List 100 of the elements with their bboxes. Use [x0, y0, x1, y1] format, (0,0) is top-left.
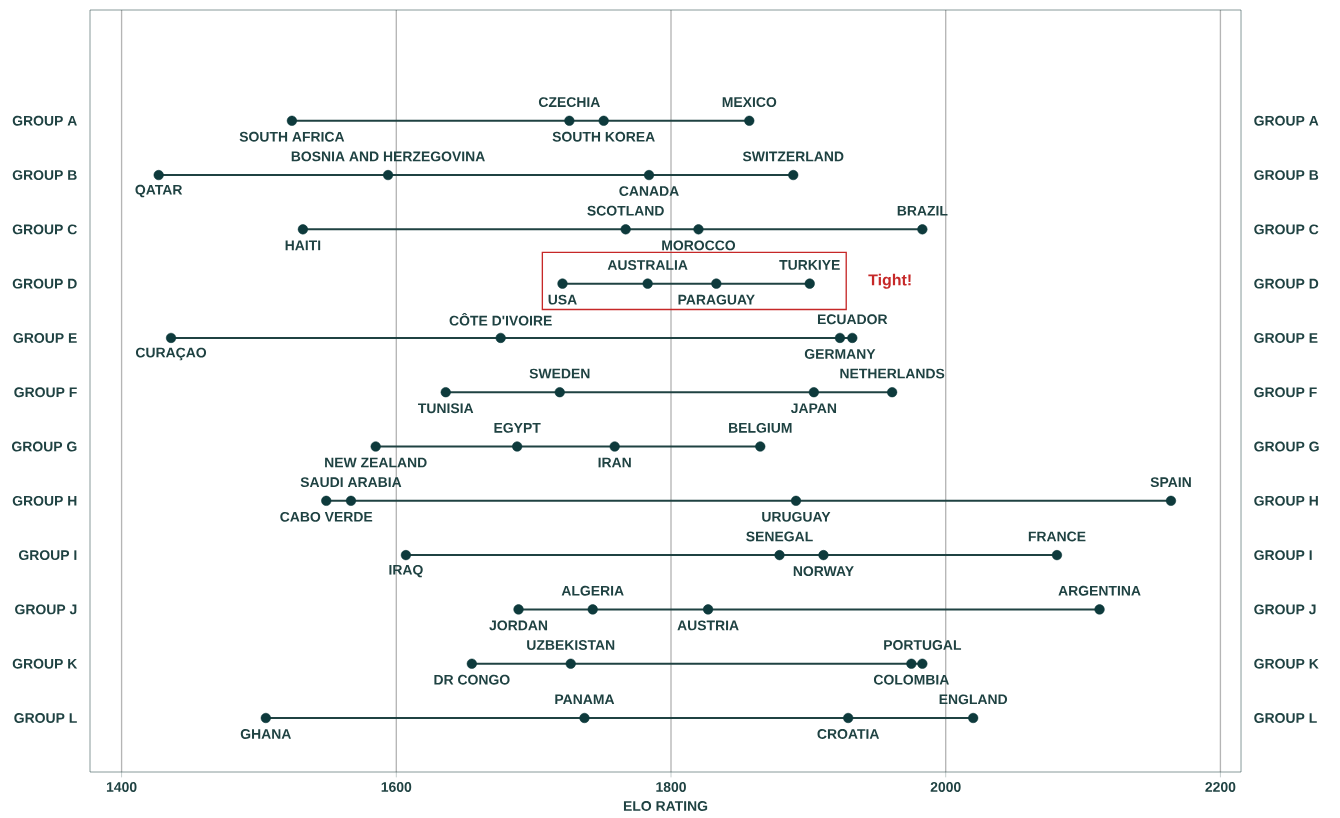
y-tick-label: GROUP A	[12, 115, 77, 126]
point	[297, 224, 308, 235]
x-tick-label: 2200	[1205, 782, 1236, 792]
data-label: SCOTLAND	[587, 205, 664, 216]
point	[440, 387, 451, 398]
x-axis-title: ELO RATING	[623, 801, 708, 811]
y2-tick-label: GROUP H	[1254, 495, 1318, 506]
data-label: BELGIUM	[729, 422, 792, 433]
data-label: CÔTE D'IVOIRE	[449, 312, 552, 326]
point	[382, 169, 394, 181]
point	[642, 278, 653, 289]
y-tick-label: GROUP D	[12, 278, 77, 289]
data-label: SENEGAL	[746, 531, 813, 542]
x-tick-label: 1800	[656, 782, 686, 792]
data-label: CZECHIA	[538, 97, 600, 108]
data-label: MOROCCO	[662, 240, 736, 251]
y2-tick-label: GROUP E	[1254, 333, 1318, 343]
data-label: CURAÇAO	[135, 347, 207, 361]
point	[843, 712, 854, 724]
data-label: CABO VERDE	[280, 511, 373, 522]
y-tick-label: GROUP F	[14, 387, 77, 398]
point	[887, 387, 898, 398]
y2-tick-label: GROUP C	[1254, 224, 1319, 235]
y-tick-label: GROUP G	[12, 441, 77, 452]
y-tick-label: GROUP I	[18, 550, 77, 561]
data-label: NORWAY	[793, 566, 854, 577]
data-label: PANAMA	[555, 694, 615, 705]
point	[847, 332, 858, 343]
point	[808, 387, 819, 398]
y-tick-label: GROUP L	[14, 713, 77, 723]
data-label: ECUADOR	[817, 314, 888, 325]
y-tick-label: GROUP K	[12, 658, 78, 669]
y2-tick-label: GROUP A	[1254, 115, 1319, 126]
data-label: GERMANY	[804, 349, 876, 359]
data-label: QATAR	[135, 184, 183, 198]
y2-tick-label: GROUP L	[1254, 713, 1317, 723]
point	[788, 169, 799, 181]
data-label: BRAZIL	[897, 205, 948, 216]
data-label: IRAN	[598, 457, 631, 468]
data-label: SWEDEN	[529, 368, 590, 379]
point	[153, 169, 164, 181]
point	[165, 332, 177, 343]
data-label: URUGUAY	[762, 511, 831, 522]
data-label: SAUDI ARABIA	[300, 477, 402, 488]
y-tick-label: GROUP E	[13, 333, 77, 343]
data-label: NEW ZEALAND	[325, 457, 427, 468]
data-label: ENGLAND	[939, 694, 1008, 705]
data-label: USA	[548, 294, 577, 305]
data-label: FRANCE	[1028, 531, 1086, 542]
x-tick-label: 1400	[106, 782, 137, 792]
point	[693, 224, 704, 235]
data-label: EGYPT	[494, 422, 541, 433]
x-tick-label: 1600	[381, 782, 412, 792]
data-label: UZBEKISTAN	[527, 640, 615, 650]
point	[968, 712, 979, 724]
x-tick-label: 2000	[930, 782, 961, 792]
point	[620, 224, 631, 235]
data-label: BOSNIA AND HERZEGOVINA	[291, 151, 485, 162]
y2-tick-label: GROUP B	[1254, 170, 1319, 180]
point	[774, 550, 785, 561]
point	[587, 604, 598, 615]
point	[598, 115, 609, 126]
point	[834, 332, 846, 343]
point	[917, 658, 928, 669]
y2-tick-label: GROUP G	[1254, 441, 1319, 452]
point	[643, 169, 655, 181]
data-label: AUSTRALIA	[607, 260, 688, 270]
point	[804, 278, 815, 289]
point	[400, 550, 411, 561]
point	[1094, 604, 1105, 615]
y2-tick-label: GROUP F	[1254, 387, 1317, 398]
point	[818, 550, 829, 561]
point	[579, 712, 590, 724]
point	[554, 387, 565, 398]
data-label: SWITZERLAND	[742, 151, 844, 162]
y-tick-label: GROUP H	[12, 495, 77, 506]
data-label: TUNISIA	[418, 403, 474, 414]
y-tick-label: GROUP J	[15, 604, 77, 615]
data-label: SOUTH KOREA	[552, 131, 655, 142]
annotation: Tight!	[868, 273, 911, 289]
data-label: AUSTRIA	[677, 620, 739, 631]
data-label: SOUTH AFRICA	[239, 131, 345, 142]
point	[466, 658, 477, 669]
y-tick-label: GROUP B	[12, 170, 77, 180]
point	[513, 604, 524, 615]
data-label: NETHERLANDS	[840, 368, 945, 379]
data-label: ARGENTINA	[1058, 585, 1141, 596]
y-tick-label: GROUP C	[12, 224, 77, 235]
point	[1051, 550, 1063, 561]
point	[917, 224, 928, 235]
data-label: HAITI	[285, 240, 321, 251]
data-label: JAPAN	[790, 403, 837, 414]
data-label: PORTUGAL	[884, 640, 962, 650]
y2-tick-label: GROUP D	[1254, 278, 1319, 289]
data-label: COLOMBIA	[873, 674, 949, 685]
point	[744, 115, 755, 126]
point	[711, 278, 722, 289]
y2-tick-label: GROUP J	[1254, 604, 1316, 615]
point	[609, 441, 620, 452]
data-label: DR CONGO	[434, 674, 510, 685]
